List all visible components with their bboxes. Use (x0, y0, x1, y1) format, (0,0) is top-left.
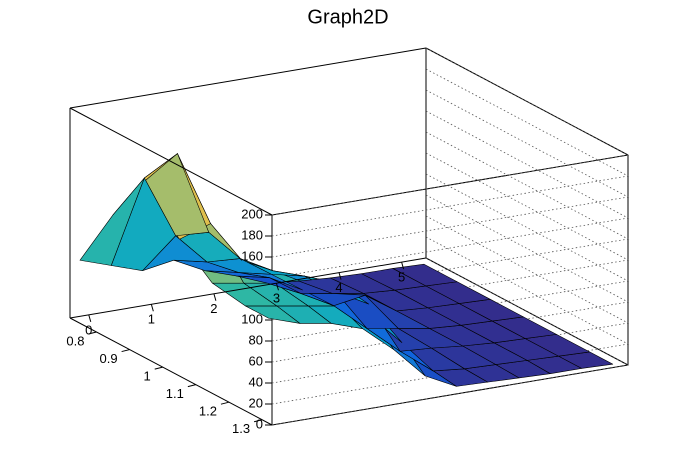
grid-line (271, 215, 630, 384)
surface-cell (79, 177, 145, 266)
grid-line (271, 236, 630, 405)
x-tick-label: 0 (85, 322, 92, 337)
x-tick-label: 1 (148, 312, 155, 327)
z-tick-label: 20 (249, 395, 263, 410)
x-tick-label: 2 (210, 301, 217, 316)
y-tick (154, 366, 163, 370)
z-tick-label: 60 (249, 353, 263, 368)
y-tick-label: 1.1 (166, 386, 184, 401)
x-tick (275, 283, 279, 291)
box-edge (69, 317, 273, 426)
box-edge (425, 257, 629, 366)
z-tick-label: 180 (241, 227, 263, 242)
y-tick (187, 384, 196, 388)
grid-line (271, 47, 630, 216)
y-tick (88, 331, 97, 335)
y-tick-label: 0.8 (66, 333, 84, 348)
chart-title: Graph2D (307, 6, 388, 28)
y-tick (121, 349, 130, 353)
z-tick-label: 0 (256, 416, 263, 431)
y-tick-label: 1.3 (232, 421, 250, 436)
box-edge (69, 107, 273, 216)
grid-line (271, 110, 630, 279)
grid-line (271, 68, 630, 237)
y-tick (253, 419, 263, 423)
x-tick (150, 304, 154, 312)
y-tick (220, 401, 230, 405)
x-tick-label: 5 (398, 270, 405, 285)
z-tick-label: 160 (241, 248, 263, 263)
z-tick-label: 100 (241, 311, 263, 326)
x-tick (88, 314, 92, 322)
z-tick-label: 80 (249, 332, 263, 347)
y-tick-label: 0.9 (100, 351, 118, 366)
x-tick (338, 272, 342, 280)
x-tick-label: 3 (273, 291, 280, 306)
y-tick-label: 1.2 (199, 404, 217, 419)
grid-line (271, 257, 630, 426)
z-tick-label: 40 (249, 374, 263, 389)
z-tick-label: 200 (241, 206, 263, 221)
box-edge (69, 257, 427, 319)
x-tick (213, 293, 217, 301)
box-edge (69, 47, 427, 109)
x-tick (401, 261, 405, 270)
x-tick-label: 4 (335, 280, 342, 295)
box-edge (425, 47, 629, 156)
y-tick-label: 1 (143, 369, 150, 384)
grid-line (271, 89, 630, 258)
